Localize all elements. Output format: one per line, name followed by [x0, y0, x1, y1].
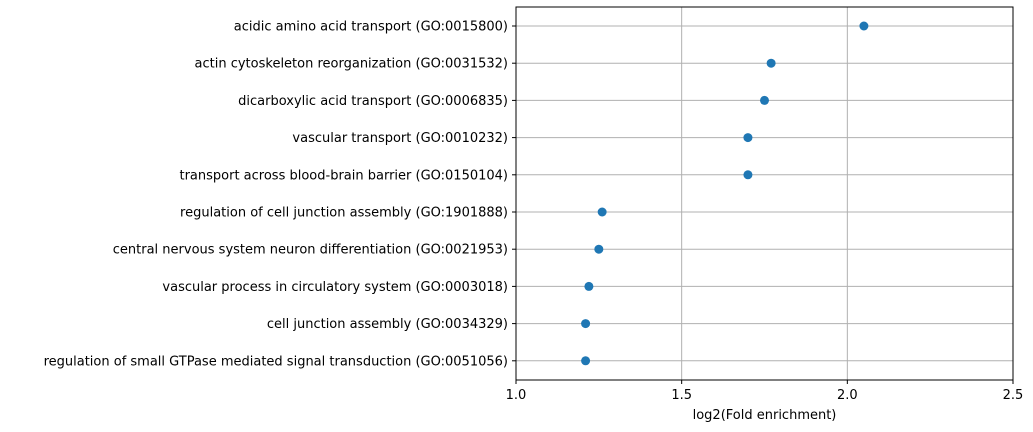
data-point: [597, 207, 607, 217]
data-point: [743, 133, 753, 143]
x-axis-ticks: 1.0 1.5 2.0 2.5: [506, 380, 1024, 403]
x-tick-label: 1.5: [671, 388, 692, 403]
data-point: [760, 95, 769, 105]
data-point: [594, 244, 604, 254]
x-tick-label: 1.0: [506, 388, 527, 403]
data-point: [859, 21, 869, 31]
data-point: [581, 319, 591, 329]
x-tick-label: 2.5: [1003, 388, 1024, 403]
x-tick-label: 2.0: [837, 388, 858, 403]
grid: [515, 7, 1014, 380]
data-point: [581, 356, 591, 366]
y-tick-label: cell junction assembly (GO:0034329): [267, 317, 508, 332]
data-points: [581, 21, 869, 366]
y-tick-label: regulation of cell junction assembly (GO…: [180, 206, 508, 221]
data-point: [743, 170, 753, 180]
y-tick-label: vascular process in circulatory system (…: [162, 280, 508, 295]
plot-frame: [515, 6, 1014, 381]
y-tick-label: dicarboxylic acid transport (GO:0006835): [238, 94, 508, 109]
y-tick-label: regulation of small GTPase mediated sign…: [44, 354, 508, 369]
data-point: [766, 58, 776, 68]
y-tick-label: acidic amino acid transport (GO:0015800): [234, 20, 508, 35]
y-tick-label: transport across blood-brain barrier (GO…: [179, 168, 508, 183]
y-axis-ticks: acidic amino acid transport (GO:0015800)…: [44, 20, 516, 369]
y-tick-label: central nervous system neuron differenti…: [113, 243, 508, 258]
data-point: [584, 281, 594, 291]
y-tick-label: actin cytoskeleton reorganization (GO:00…: [195, 57, 508, 72]
y-tick-label: vascular transport (GO:0010232): [292, 131, 508, 146]
x-axis-label: log2(Fold enrichment): [693, 408, 837, 423]
